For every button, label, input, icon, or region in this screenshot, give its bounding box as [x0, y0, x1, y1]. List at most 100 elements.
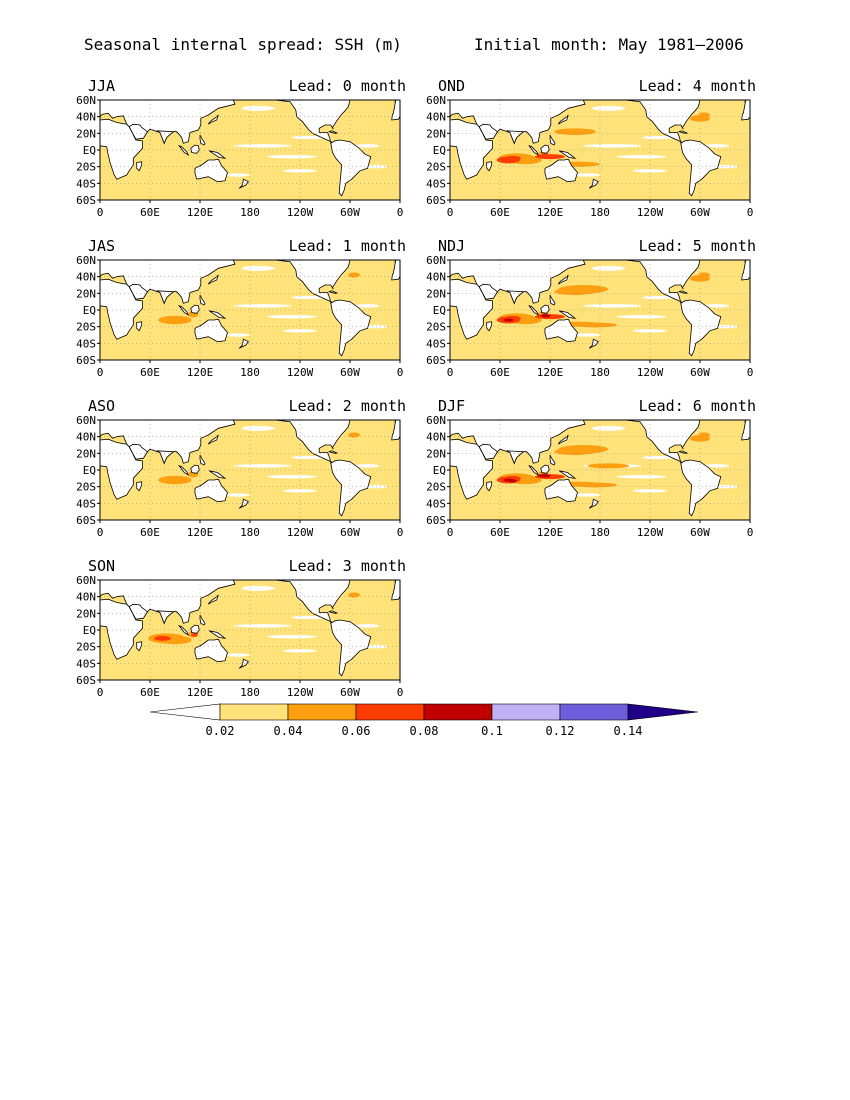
y-tick-label: 20N: [426, 447, 446, 460]
land-new-guinea: [558, 470, 577, 479]
colorbar-low-arrow: [149, 703, 221, 721]
low-spread-region: [575, 333, 600, 337]
land-madagascar: [136, 641, 143, 652]
spread-contour: [587, 463, 630, 469]
colorbar-graphic: 0.02 0.04 0.06 0.08 0.1 0.12 0.14: [149, 703, 699, 738]
y-tick-label: 40S: [426, 177, 446, 190]
land-south-america: [330, 299, 372, 357]
y-tick-label: 60N: [76, 414, 96, 427]
land-sumatra: [178, 624, 190, 637]
land-japan: [557, 434, 569, 445]
low-spread-region: [362, 645, 388, 649]
land-borneo: [540, 304, 550, 314]
x-tick-label: 0: [397, 526, 404, 539]
land-arabia: [478, 443, 499, 460]
colorbar-segment: [287, 703, 357, 721]
land-new-guinea: [208, 150, 227, 159]
panel-ndj: NDJ Lead: 5 month 60N 40N 20N EQ 20S 40S 60S 0 60E…: [426, 237, 768, 397]
low-spread-region: [583, 144, 642, 148]
land-new-guinea: [558, 310, 577, 319]
low-spread-region: [233, 464, 292, 468]
spread-contour: [190, 633, 198, 637]
spread-contour: [575, 322, 617, 328]
low-spread-region: [591, 105, 625, 111]
low-spread-region: [233, 304, 292, 308]
panel-ond: OND Lead: 4 month 60N 40N 20N EQ 20S 40S 60S 0 60E…: [426, 77, 768, 237]
land-south-america: [330, 619, 372, 677]
spread-contour: [558, 285, 609, 294]
low-spread-region: [225, 493, 250, 497]
x-tick-label: 120W: [287, 686, 314, 699]
x-tick-label: 0: [447, 526, 454, 539]
land-sumatra: [178, 304, 190, 317]
land-india: [506, 290, 525, 305]
x-tick-label: 60E: [490, 206, 510, 219]
land-cuba: [677, 450, 688, 454]
land-europe-west: [391, 420, 400, 441]
land-new-guinea: [208, 470, 227, 479]
land-cuba: [677, 130, 688, 134]
x-tick-label: 60W: [340, 686, 360, 699]
x-tick-label: 120E: [537, 526, 564, 539]
land-japan: [207, 434, 219, 445]
y-tick-label: 40N: [426, 431, 446, 444]
panel-season-label: JJA: [88, 77, 116, 95]
y-tick-label: 40S: [76, 337, 96, 350]
low-spread-region: [712, 165, 738, 169]
x-tick-label: 180: [590, 206, 610, 219]
low-spread-region: [233, 144, 292, 148]
y-tick-label: 20N: [76, 607, 96, 620]
y-tick-label: 60S: [76, 194, 96, 207]
y-tick-label: 20N: [76, 447, 96, 460]
land-europe-west: [391, 100, 400, 121]
x-tick-label: 120W: [287, 526, 314, 539]
land-cuba: [327, 610, 338, 614]
low-spread-region: [225, 173, 250, 177]
panel-season-label: ASO: [88, 397, 116, 415]
low-spread-region: [241, 105, 275, 111]
panel-lead-label: Lead: 3 month: [288, 557, 406, 575]
y-tick-label: 20N: [76, 127, 96, 140]
low-spread-region: [362, 485, 388, 489]
colorbar-level-label: 0.14: [614, 724, 643, 738]
x-tick-label: 60W: [340, 206, 360, 219]
panel-lead-label: Lead: 1 month: [288, 237, 406, 255]
x-tick-label: 0: [747, 206, 754, 219]
low-spread-region: [283, 649, 317, 653]
x-tick-label: 0: [97, 526, 104, 539]
land-madagascar: [136, 481, 143, 492]
land-arabia: [478, 123, 499, 140]
y-tick-label: 20S: [76, 161, 96, 174]
land-europe-west: [741, 420, 750, 441]
spread-contour: [538, 474, 545, 478]
y-tick-label: 60N: [76, 574, 96, 587]
land-borneo: [190, 624, 200, 634]
low-spread-region: [712, 485, 738, 489]
y-tick-label: 20N: [76, 287, 96, 300]
y-tick-label: EQ: [433, 144, 446, 157]
land-south-america: [680, 139, 722, 197]
low-spread-region: [283, 329, 317, 333]
y-tick-label: 40N: [76, 271, 96, 284]
spread-contour: [496, 156, 520, 164]
panel-lead-label: Lead: 5 month: [638, 237, 756, 255]
figure-title: Seasonal internal spread: SSH (m): [84, 35, 402, 54]
land-madagascar: [136, 161, 143, 172]
land-india: [506, 450, 525, 465]
low-spread-region: [575, 493, 600, 497]
x-tick-label: 60W: [340, 526, 360, 539]
spread-contour: [348, 592, 360, 598]
x-tick-label: 60E: [140, 366, 160, 379]
land-new-zealand: [588, 498, 599, 509]
y-tick-label: 40S: [76, 177, 96, 190]
y-tick-label: 60S: [426, 354, 446, 367]
x-tick-label: 0: [97, 206, 104, 219]
land-arabia: [128, 283, 149, 300]
panel-lead-label: Lead: 2 month: [288, 397, 406, 415]
x-tick-label: 180: [240, 366, 260, 379]
land-cuba: [327, 130, 338, 134]
low-spread-region: [233, 624, 292, 628]
colorbar-segment: [559, 703, 629, 721]
land-south-america: [330, 139, 372, 197]
